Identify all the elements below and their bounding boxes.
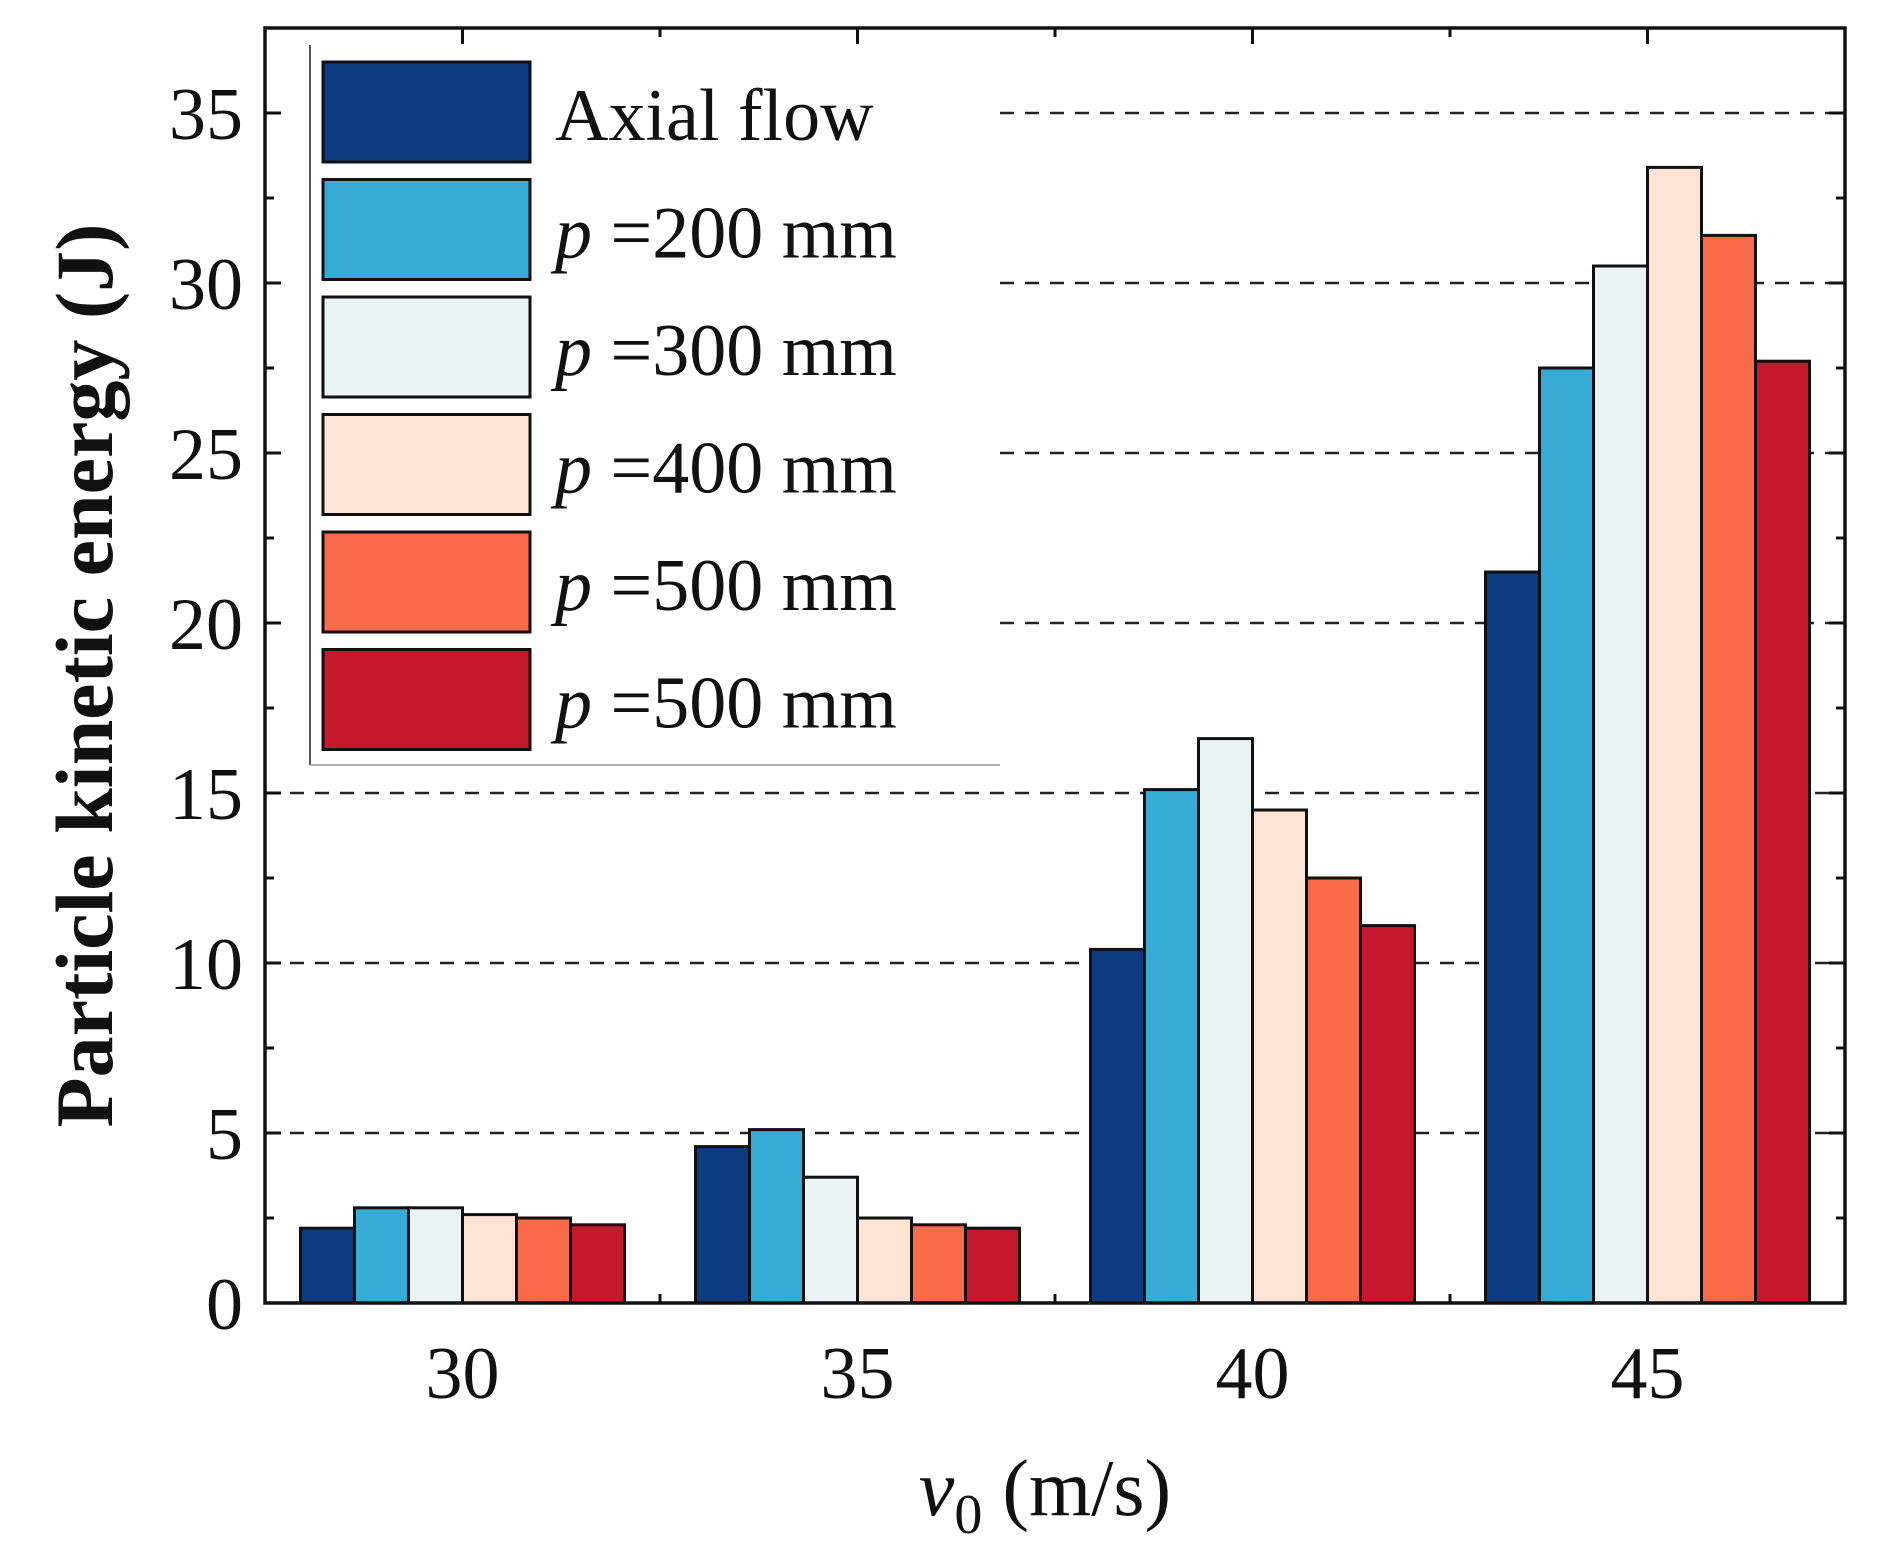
bar-5-35: [910, 1223, 967, 1305]
legend-swatch-6: [321, 648, 532, 751]
bar-5-45: [1700, 233, 1757, 1305]
y-tick-label: 5: [206, 1094, 243, 1176]
legend-label-text: Axial flow: [555, 75, 874, 157]
bar-4-45: [1646, 165, 1703, 1305]
bar-5-40: [1305, 876, 1362, 1305]
bar-1-30: [299, 1226, 356, 1305]
legend-swatch-2: [321, 178, 532, 281]
bar-6-35: [964, 1226, 1021, 1305]
legend-label-1: Axial flow: [555, 75, 874, 157]
bar-1-35: [694, 1145, 751, 1305]
legend-swatch-1: [321, 60, 532, 164]
legend-label-text: =300 mm: [592, 310, 897, 392]
bar-2-30: [353, 1206, 410, 1305]
x-axis-unit: (m/s): [982, 1445, 1171, 1533]
y-tick-label: 35: [169, 74, 243, 156]
legend-label-text: =500 mm: [592, 545, 897, 627]
bar-2-45: [1538, 366, 1595, 1305]
x-axis-variable: v: [919, 1445, 955, 1533]
y-tick-label: 25: [169, 414, 243, 496]
x-axis: 30 35 40 45: [426, 28, 1685, 1415]
bar-4-30: [461, 1213, 518, 1305]
x-axis-title: v0 (m/s): [919, 1445, 1171, 1546]
bar-1-45: [1484, 570, 1541, 1305]
y-axis: 0 5 10 15 20 25 30 35: [169, 74, 1845, 1346]
bar-3-40: [1197, 737, 1254, 1305]
legend-label-variable: p: [550, 310, 592, 392]
legend-swatch-4: [321, 413, 532, 516]
bar-5-30: [515, 1216, 572, 1305]
legend-label-text: =500 mm: [592, 663, 897, 745]
legend-label-variable: p: [550, 428, 592, 510]
legend-label-variable: p: [550, 193, 592, 275]
legend-swatch-3: [321, 295, 532, 399]
x-tick-label: 35: [821, 1333, 895, 1415]
bar-4-40: [1251, 808, 1308, 1305]
bar-2-40: [1143, 788, 1200, 1305]
x-axis-subscript: 0: [954, 1484, 982, 1546]
legend-background: [310, 45, 1000, 765]
y-tick-label: 0: [206, 1264, 243, 1346]
legend-label-variable: p: [550, 545, 592, 627]
y-tick-label: 20: [169, 584, 243, 666]
x-tick-label: 30: [426, 1333, 500, 1415]
bar-4-35: [856, 1216, 913, 1305]
bar-3-30: [407, 1206, 464, 1305]
legend-label-4: p =400 mm: [550, 428, 897, 510]
bar-6-45: [1754, 359, 1811, 1305]
legend-label-6: p =500 mm: [550, 663, 897, 745]
y-axis-title: Particle kinetic energy (J): [39, 224, 130, 1128]
bars: [299, 165, 1811, 1305]
bar-3-45: [1592, 264, 1649, 1305]
bar-2-35: [748, 1128, 805, 1305]
legend-label-3: p =300 mm: [550, 310, 897, 392]
bar-1-40: [1089, 947, 1146, 1305]
y-tick-label: 30: [169, 244, 243, 326]
y-tick-label: 10: [169, 924, 243, 1006]
x-tick-label: 40: [1216, 1333, 1290, 1415]
legend-label-2: p =200 mm: [550, 193, 897, 275]
legend-label-variable: p: [550, 663, 592, 745]
bar-6-40: [1359, 924, 1416, 1305]
x-tick-label: 45: [1611, 1333, 1685, 1415]
y-tick-label: 15: [169, 754, 243, 836]
bar-6-30: [569, 1223, 626, 1305]
legend-label-text: =400 mm: [592, 428, 897, 510]
legend-swatch-5: [321, 530, 532, 634]
legend-label-5: p =500 mm: [550, 545, 897, 627]
legend-label-text: =200 mm: [592, 193, 897, 275]
bar-3-35: [802, 1175, 859, 1305]
